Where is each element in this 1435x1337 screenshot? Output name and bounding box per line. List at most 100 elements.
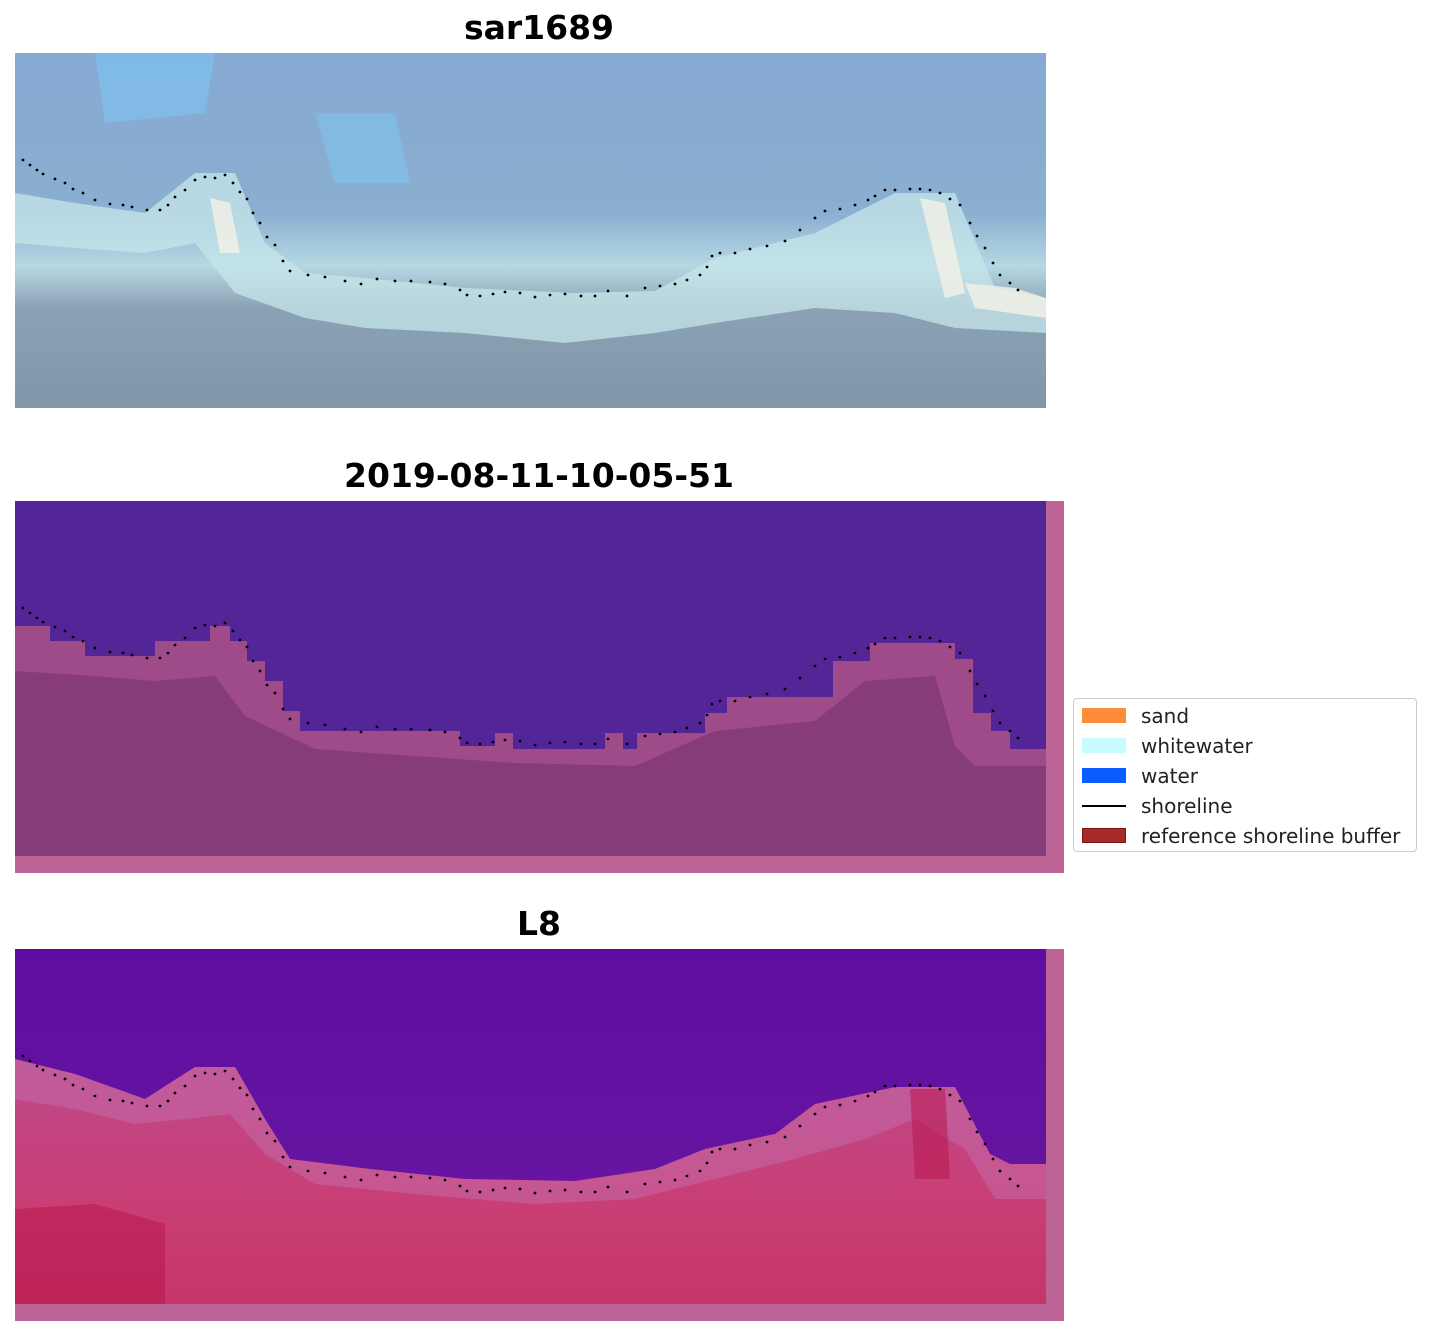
- shoreline-dot: [409, 1175, 413, 1179]
- shoreline-dot: [393, 279, 397, 283]
- shoreline-dot: [231, 629, 235, 633]
- shoreline-dot: [938, 1087, 942, 1091]
- shoreline-dot: [478, 742, 482, 746]
- shoreline-dot: [838, 655, 842, 659]
- shoreline-dot: [306, 1169, 310, 1173]
- shoreline-dot: [238, 190, 242, 194]
- shoreline-dot: [813, 1112, 817, 1116]
- shoreline-dot: [323, 1171, 327, 1175]
- shoreline-dot: [213, 1072, 217, 1076]
- shoreline-dot: [983, 1142, 987, 1146]
- legend-item-water: water: [1080, 763, 1412, 789]
- shoreline-dot: [465, 293, 469, 297]
- shoreline-dot: [63, 181, 67, 185]
- shoreline-dot: [265, 683, 269, 687]
- shoreline-dot: [718, 699, 722, 703]
- shoreline-dot: [928, 636, 932, 640]
- shoreline-dot: [465, 1189, 469, 1193]
- shoreline-dot: [685, 1174, 689, 1178]
- shoreline-dot: [548, 741, 552, 745]
- shoreline-dot: [108, 202, 112, 206]
- shoreline-dot: [173, 195, 177, 199]
- shoreline-dot: [288, 1165, 292, 1169]
- index-panel: [15, 949, 1064, 1321]
- shoreline-dot: [28, 1059, 32, 1063]
- shoreline-dot: [748, 695, 752, 699]
- shoreline-dot: [998, 273, 1002, 277]
- shoreline-dot: [193, 626, 197, 630]
- shoreline-dot: [918, 635, 922, 639]
- shoreline-dot: [733, 699, 737, 703]
- shoreline-dot: [21, 1054, 25, 1058]
- shoreline-dot: [765, 244, 769, 248]
- shoreline-dot: [251, 1107, 255, 1111]
- shoreline-dot: [375, 1173, 379, 1177]
- shoreline-dot: [625, 742, 629, 746]
- shoreline-dot: [223, 1069, 227, 1073]
- shoreline-dot: [748, 247, 752, 251]
- shoreline-dot: [288, 717, 292, 721]
- shoreline-dot: [658, 732, 662, 736]
- shoreline-dot: [866, 198, 870, 202]
- shoreline-dot: [765, 1140, 769, 1144]
- shoreline-dot: [375, 725, 379, 729]
- legend: sand whitewater water shoreline referenc…: [1073, 698, 1417, 852]
- shoreline-dot: [273, 1139, 277, 1143]
- shoreline-dot: [465, 741, 469, 745]
- shoreline-dot: [203, 1071, 207, 1075]
- shoreline-dot: [478, 1190, 482, 1194]
- shoreline-dot: [193, 178, 197, 182]
- shoreline-dot: [873, 1090, 877, 1094]
- legend-swatch-shoreline: [1082, 805, 1126, 807]
- shoreline-dot: [783, 1135, 787, 1139]
- shoreline-dot: [658, 284, 662, 288]
- shoreline-dot: [798, 676, 802, 680]
- land-edge-band: [15, 626, 1046, 766]
- shoreline-dot: [21, 606, 25, 610]
- shoreline-dot: [643, 1182, 647, 1186]
- shoreline-dot: [245, 1093, 249, 1097]
- shoreline-dot: [458, 736, 462, 740]
- shoreline-dot: [393, 727, 397, 731]
- shoreline-dot: [883, 636, 887, 640]
- shoreline-dot: [783, 687, 787, 691]
- shoreline-dot: [28, 611, 32, 615]
- shoreline-dot: [203, 175, 207, 179]
- shoreline-dot: [593, 742, 597, 746]
- shoreline-dot: [563, 292, 567, 296]
- shoreline-dot: [158, 1104, 162, 1108]
- rgb-lagoon-patch-2: [95, 53, 215, 123]
- shoreline-dot: [606, 1185, 610, 1189]
- shoreline-dot: [928, 1084, 932, 1088]
- shoreline-dot: [893, 636, 897, 640]
- shoreline-dot: [183, 188, 187, 192]
- shoreline-dot: [41, 1068, 45, 1072]
- shoreline-dot: [518, 1187, 522, 1191]
- shoreline-dot: [823, 209, 827, 213]
- shoreline-dots: [21, 158, 1020, 299]
- shoreline-dot: [968, 221, 972, 225]
- shoreline-dot: [265, 235, 269, 239]
- shoreline-dot: [705, 713, 709, 717]
- shoreline-dot: [35, 168, 39, 172]
- shoreline-dot: [698, 1169, 702, 1173]
- shoreline-dot: [928, 188, 932, 192]
- shoreline-dot: [245, 197, 249, 201]
- shoreline-dot: [491, 740, 495, 744]
- index-dark-land: [15, 1089, 950, 1304]
- shoreline-dot: [359, 730, 363, 734]
- shoreline-dot: [733, 251, 737, 255]
- shoreline-dot: [853, 651, 857, 655]
- shoreline-dots: [21, 1054, 1020, 1195]
- rgb-image-panel: [15, 53, 1046, 408]
- shoreline-dot: [705, 265, 709, 269]
- shoreline-dot: [35, 1064, 39, 1068]
- shoreline-dot: [765, 692, 769, 696]
- shoreline-dot: [231, 1077, 235, 1081]
- shoreline-dot: [748, 1143, 752, 1147]
- shoreline-dot: [130, 205, 134, 209]
- shoreline-dot: [63, 1077, 67, 1081]
- shoreline-dot: [1008, 281, 1012, 285]
- legend-swatch-whitewater: [1082, 738, 1126, 753]
- shoreline-dot: [908, 187, 912, 191]
